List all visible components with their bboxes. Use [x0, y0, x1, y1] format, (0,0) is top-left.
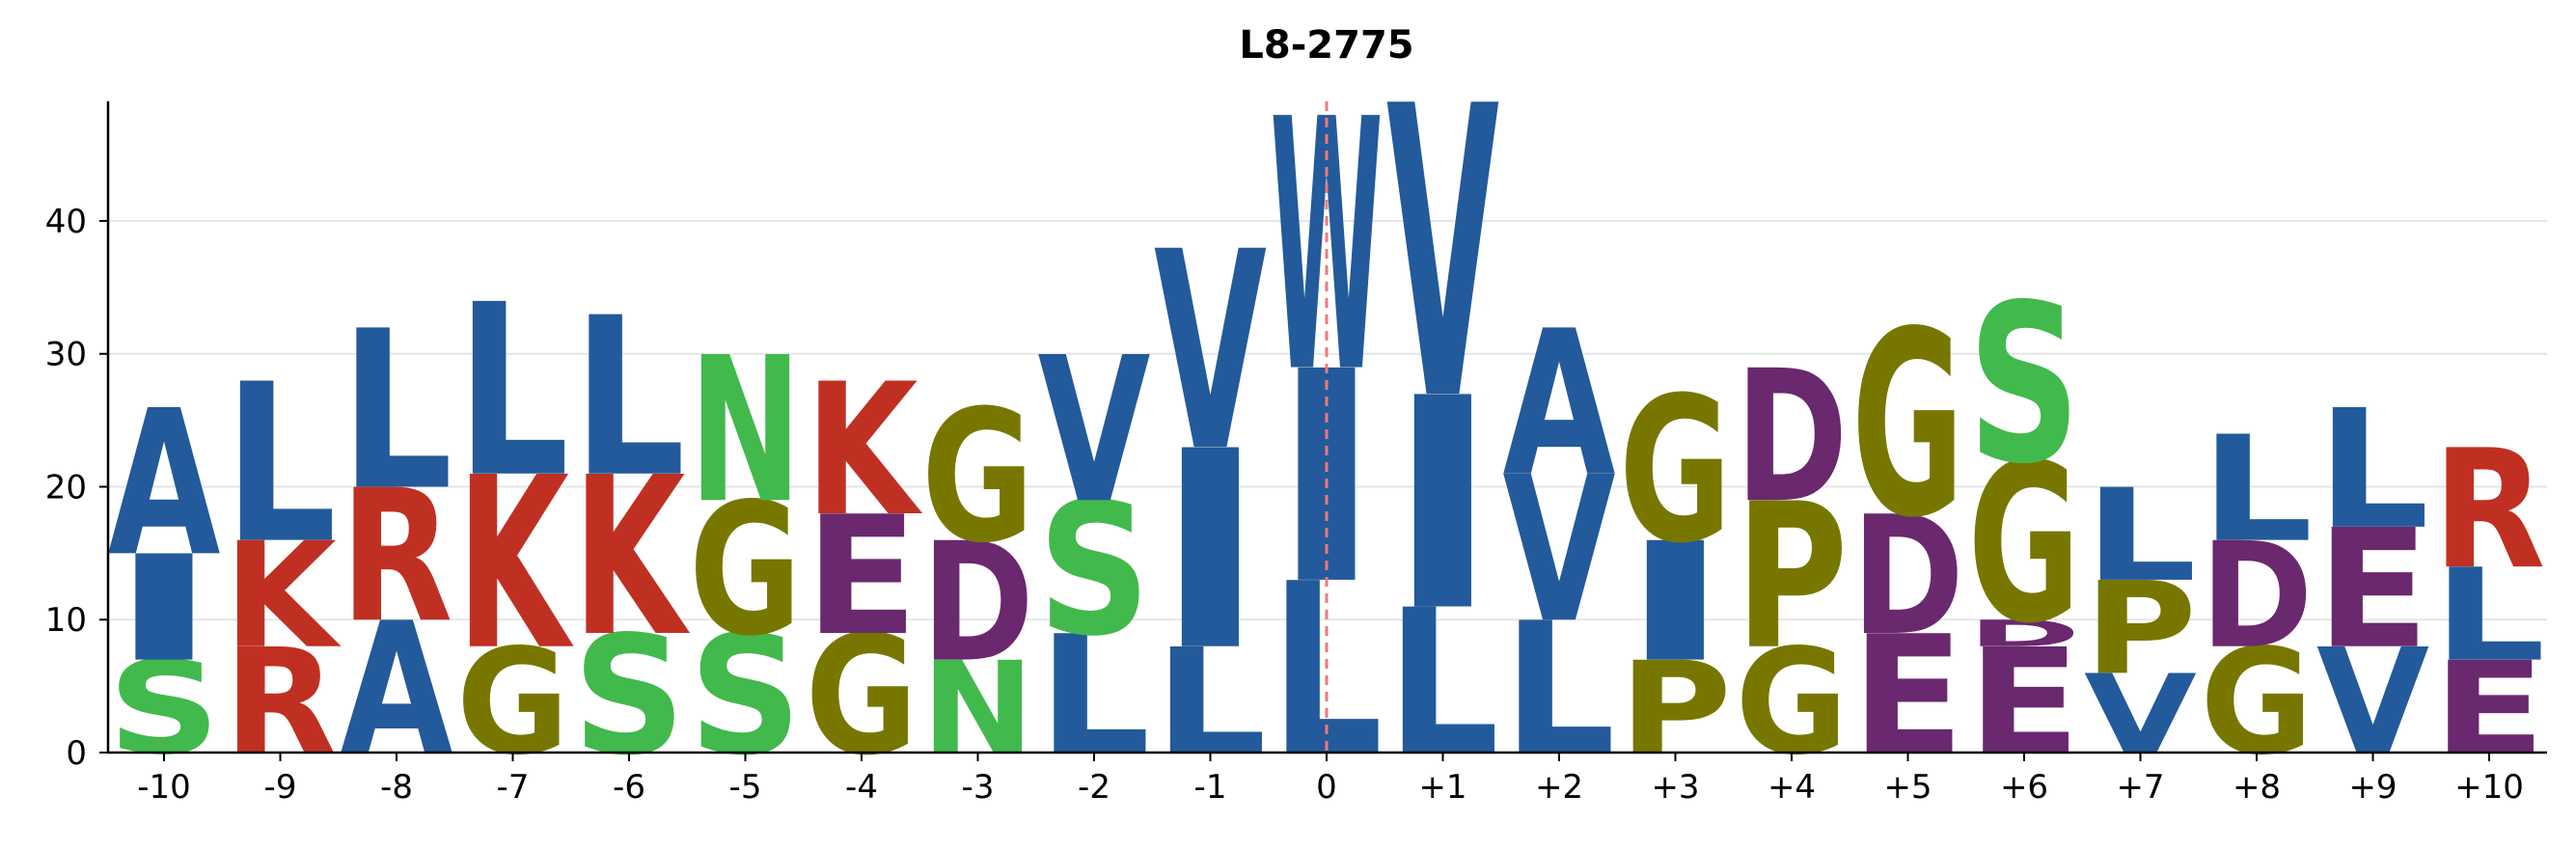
logo-letter: L: [2316, 374, 2429, 565]
x-tick-label: -5: [729, 768, 762, 807]
logo-letter: D: [1736, 332, 1849, 544]
logo-letter: P: [1736, 460, 1849, 694]
logo-letter: L: [2084, 462, 2197, 611]
logo-letter: K: [456, 427, 574, 702]
y-tick-label: 0: [66, 734, 87, 773]
x-tick-label: -1: [1194, 768, 1227, 807]
x-axis-ticks: -10 -9 -8 -7 -6 -5 -4 -3 -2 -1 0 +1 +2 +3 +4 +5 +6 +7 +8 +9…: [137, 753, 2524, 807]
logo-column: LVA: [1503, 288, 1616, 796]
x-tick-label: +8: [2233, 768, 2281, 807]
logo-letter: G: [689, 465, 802, 676]
logo-letter: V: [1154, 193, 1267, 512]
logo-column: LSV: [1038, 314, 1151, 791]
logo-column: LIV: [1154, 193, 1267, 787]
logo-letter: L: [1386, 567, 1499, 801]
logo-letter: V: [1386, 22, 1500, 489]
logo-letter: V: [1503, 433, 1616, 667]
x-tick-label: -2: [1078, 768, 1110, 807]
logo-column: GKL: [456, 255, 574, 787]
logo-letter: A: [1503, 288, 1616, 521]
x-tick-label: -6: [613, 768, 645, 807]
x-tick-label: -4: [845, 768, 878, 807]
logo-letter: L: [224, 338, 337, 592]
x-tick-label: 0: [1316, 768, 1337, 807]
logo-letter: I: [1619, 507, 1732, 699]
x-tick-label: -7: [497, 768, 530, 807]
logo-column: PIG: [1619, 354, 1732, 782]
x-tick-label: +1: [1418, 768, 1466, 807]
logo-letter: D: [921, 507, 1034, 699]
logo-letter: K: [573, 431, 691, 686]
x-tick-label: -9: [264, 768, 297, 807]
logo-letter: E: [806, 482, 918, 672]
x-tick-label: +2: [1535, 768, 1583, 807]
logo-column: GEK: [806, 345, 923, 792]
logo-letter: G: [1851, 278, 1964, 574]
logo-column: VEL: [2316, 374, 2429, 787]
x-tick-label: +9: [2348, 768, 2397, 807]
logo-column: EDG: [1851, 278, 1964, 792]
x-tick-label: +3: [1651, 768, 1699, 807]
x-tick-label: -3: [962, 768, 995, 807]
logo-column: GDL: [2201, 404, 2314, 787]
logo-letter: K: [806, 345, 923, 558]
logo-letter: I: [1154, 393, 1267, 711]
logo-letter: R: [341, 452, 453, 663]
logo-column: ELR: [2433, 414, 2546, 783]
logo-letter: D: [2201, 511, 2314, 681]
logo-letter: N: [689, 315, 802, 548]
logo-letter: L: [2201, 404, 2314, 574]
x-tick-label: +7: [2116, 768, 2164, 807]
logo-letter: S: [1038, 464, 1151, 676]
x-tick-label: +10: [2454, 768, 2524, 807]
y-tick-label: 40: [45, 203, 87, 241]
logo-letter: P: [2084, 555, 2197, 703]
y-axis-ticks: 0 10 20 30 40: [45, 203, 108, 773]
x-tick-label: +5: [1883, 768, 1932, 807]
logo-letter: E: [2316, 495, 2429, 685]
x-tick-label: -8: [380, 768, 413, 807]
logo-letter: R: [2433, 414, 2546, 605]
y-tick-label: 30: [45, 336, 87, 374]
logo-column: SIA: [108, 367, 221, 782]
x-tick-label: -10: [137, 768, 191, 807]
logo-letter: L: [2433, 541, 2546, 690]
logo-letter: A: [108, 367, 221, 600]
logo-column: GPD: [1736, 332, 1849, 787]
logo-letter: D: [1968, 613, 2081, 655]
logo-letter: L: [341, 285, 453, 539]
logo-letter: D: [1851, 480, 1964, 672]
logo-letter: G: [921, 372, 1034, 584]
chart-title: L8-2775: [1239, 23, 1413, 68]
logo-letter: I: [1386, 336, 1499, 675]
logo-column: VPL: [2084, 462, 2197, 779]
y-tick-label: 20: [45, 468, 87, 507]
logo-column: LIV: [1386, 22, 1500, 801]
logo-letter: G: [1968, 417, 2081, 672]
logo-column: SKL: [573, 271, 691, 792]
logo-letter: K: [224, 511, 342, 681]
y-tick-label: 10: [45, 601, 87, 640]
logo-letter: I: [108, 525, 221, 695]
x-tick-label: +6: [2000, 768, 2048, 807]
logo-letter: V: [1038, 314, 1151, 547]
logo-letter: L: [456, 255, 569, 530]
logo-column: SGN: [689, 315, 802, 792]
logo-column: RKL: [224, 338, 342, 787]
x-tick-label: +4: [1768, 768, 1816, 807]
logo-letter: G: [1619, 354, 1732, 587]
logo-column: NDG: [921, 372, 1034, 783]
logo-column: ARL: [341, 285, 453, 797]
logo-letter: L: [573, 271, 686, 526]
logo-letter: S: [1968, 259, 2081, 512]
logo-letters: SIARKLARLGKLSKLSGNGEKNDGLSVLIVLIWLIVLVAP…: [108, 22, 2546, 809]
